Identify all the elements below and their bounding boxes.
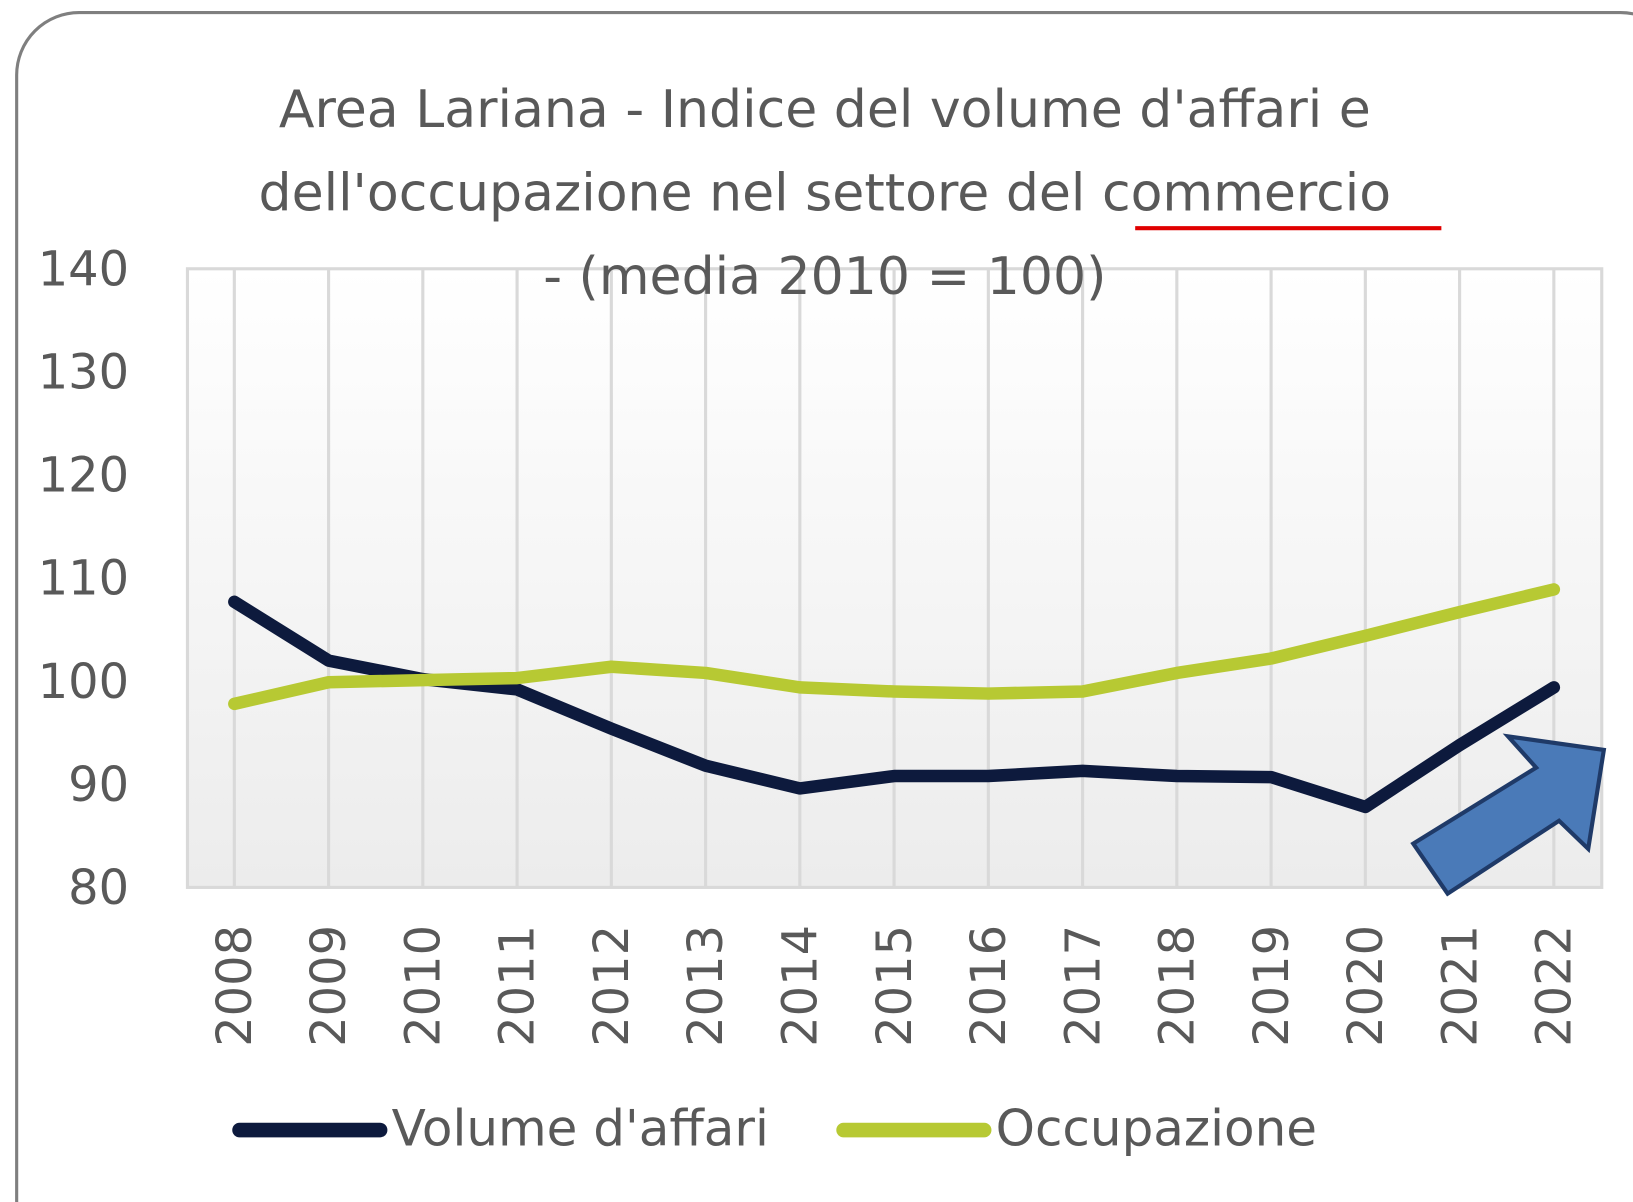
arrow	[1410, 733, 1607, 897]
chart-title: dell'occupazione nel settore del commerc…	[259, 163, 1392, 223]
legend-label: Volume d'affari	[392, 1100, 769, 1158]
x-tick-label: 2013	[679, 925, 734, 1047]
x-tick-label: 2017	[1056, 925, 1111, 1047]
x-tick-label: 2012	[585, 925, 640, 1047]
y-tick-label: 110	[38, 552, 129, 607]
x-tick-label: 2018	[1151, 925, 1206, 1047]
y-tick-label: 130	[38, 346, 129, 401]
x-tick-label: 2014	[774, 925, 829, 1047]
y-tick-label: 120	[38, 449, 129, 504]
x-tick-label: 2011	[491, 925, 546, 1047]
legend-label: Occupazione	[996, 1100, 1317, 1158]
chart-title: Area Lariana - Indice del volume d'affar…	[279, 80, 1371, 140]
x-tick-label: 2016	[962, 925, 1017, 1047]
x-tick-label: 2015	[868, 925, 923, 1047]
x-tick-label: 2009	[302, 925, 357, 1047]
y-tick-label: 90	[68, 758, 129, 813]
y-tick-label: 140	[38, 242, 129, 297]
x-tick-label: 2020	[1339, 925, 1394, 1047]
x-tick-label: 2019	[1245, 925, 1300, 1047]
y-tick-label: 100	[38, 655, 129, 710]
series-line	[228, 583, 1561, 711]
x-tick-label: 2010	[396, 925, 451, 1047]
x-tick-label: 2022	[1528, 925, 1583, 1047]
x-tick-label: 2008	[208, 925, 263, 1047]
chart-title: - (media 2010 = 100)	[543, 247, 1106, 307]
x-tick-label: 2021	[1433, 925, 1488, 1047]
y-tick-label: 80	[68, 861, 129, 916]
